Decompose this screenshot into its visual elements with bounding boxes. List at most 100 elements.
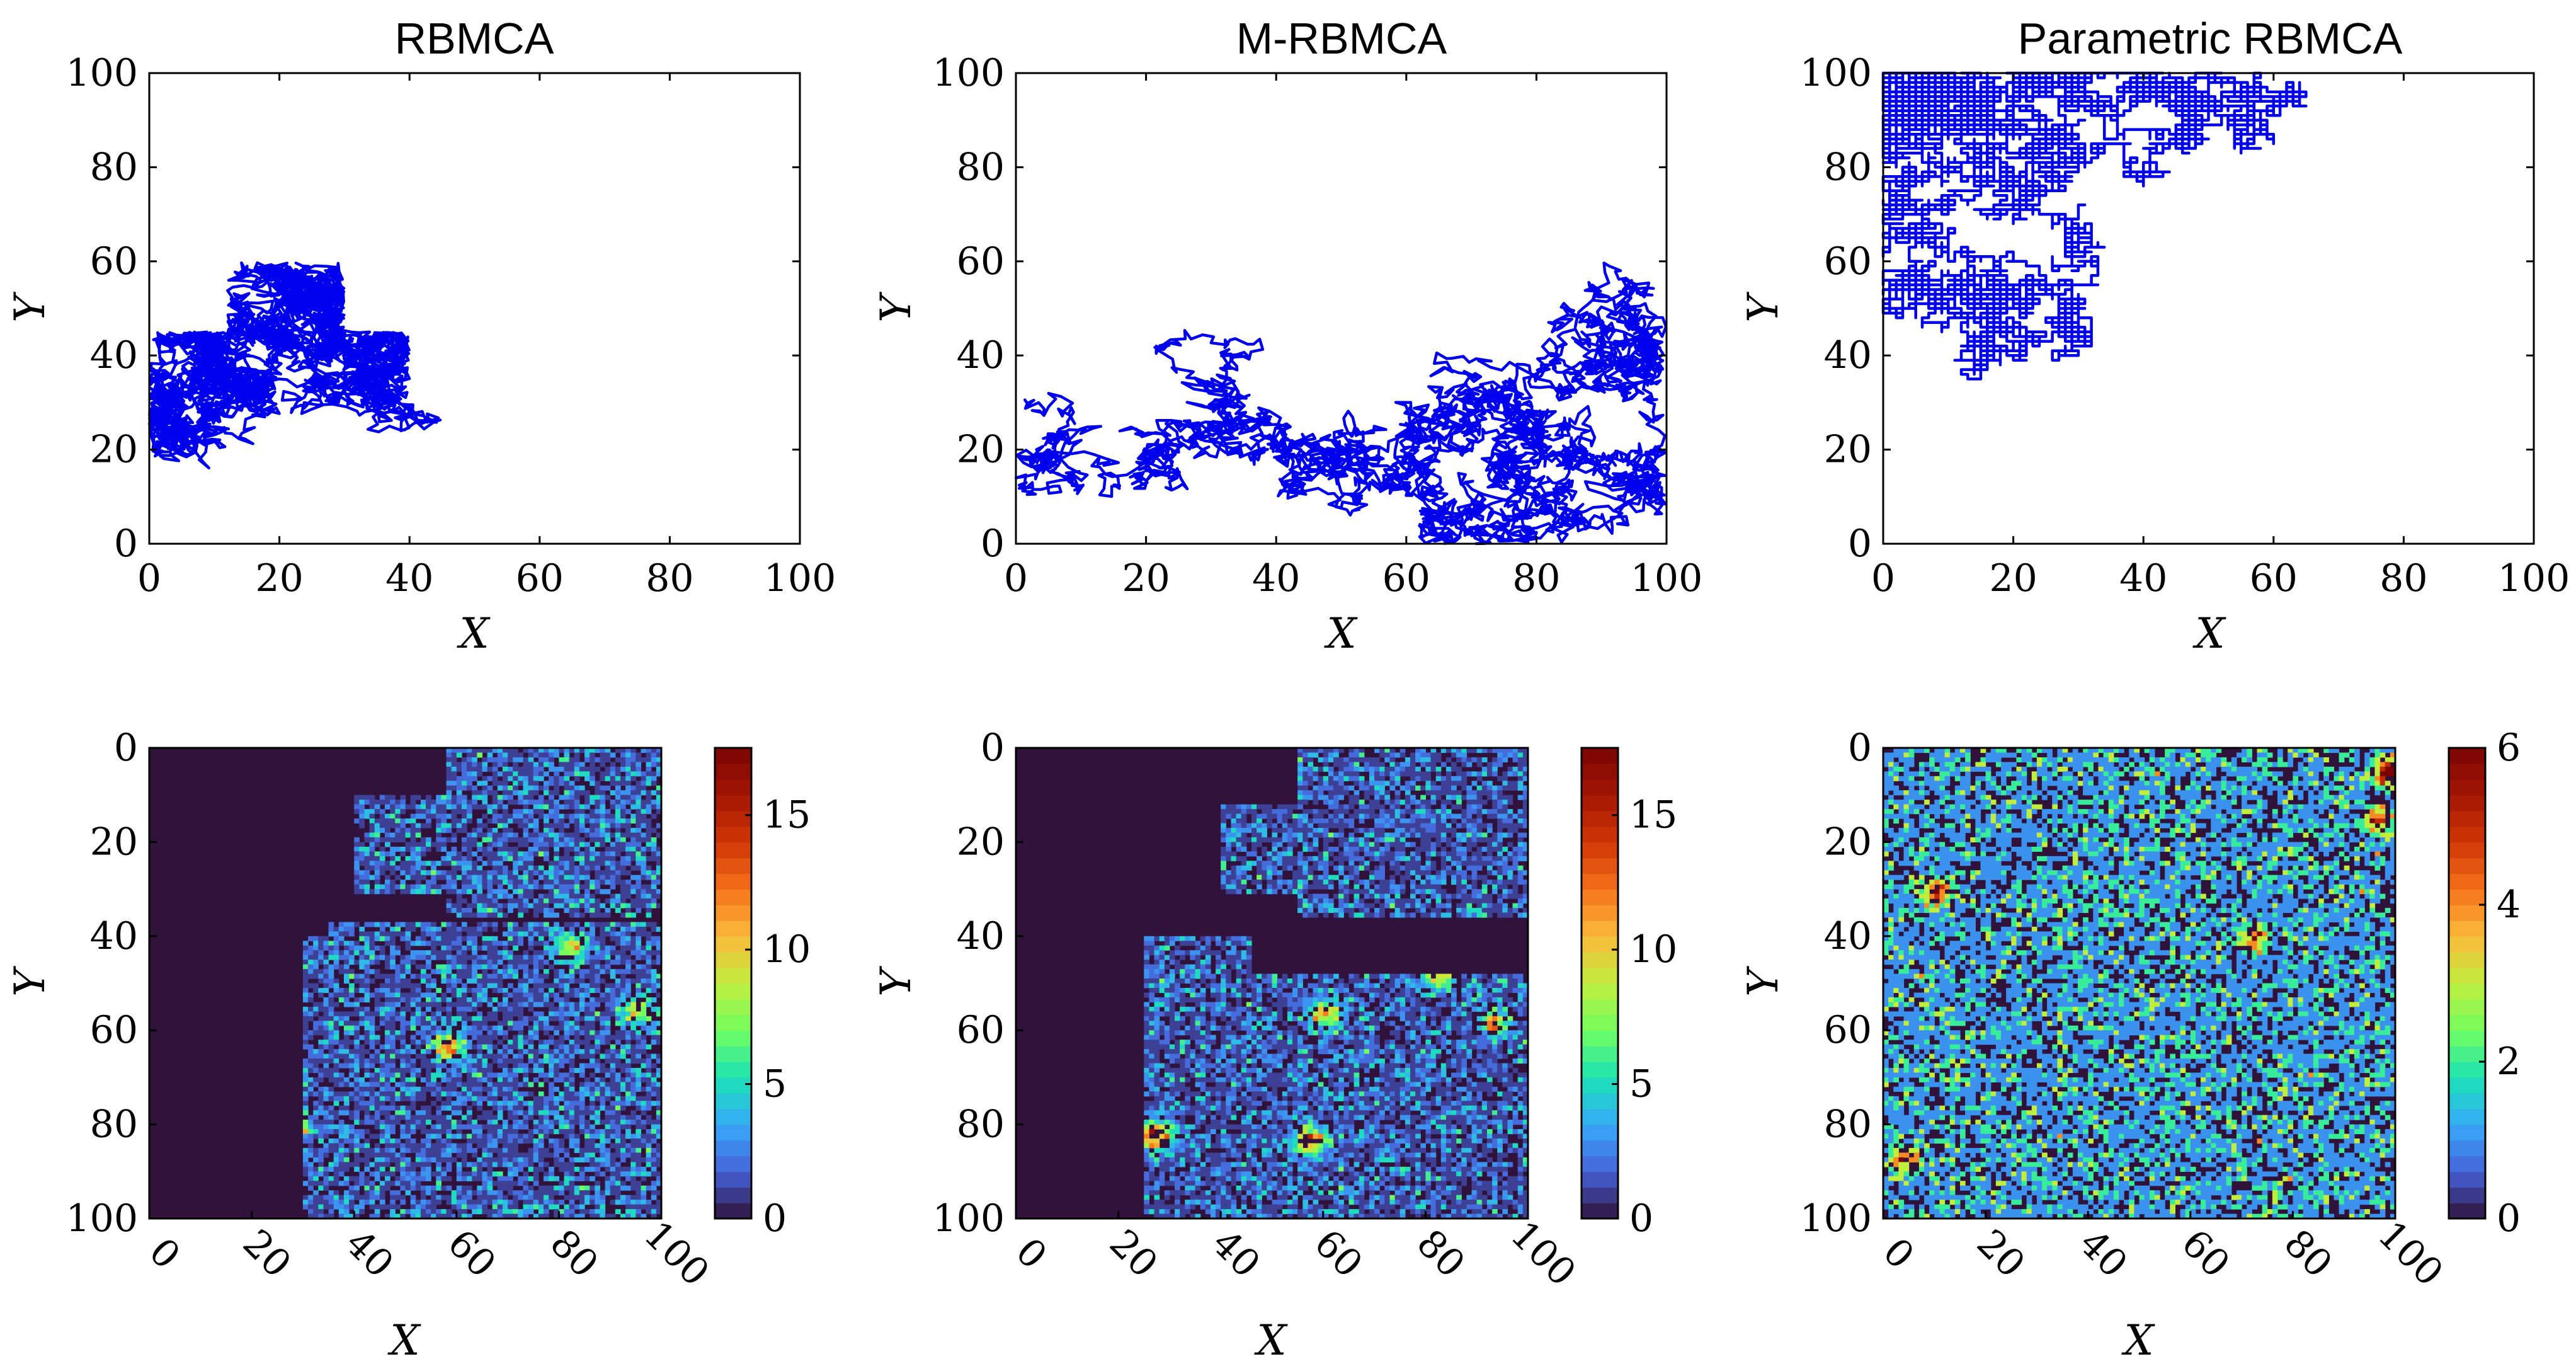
heatmap-cell	[574, 1157, 580, 1162]
heatmap-cell	[646, 997, 652, 1002]
heatmap-cell	[641, 809, 646, 814]
heatmap-cell	[426, 847, 431, 852]
heatmap-cell	[554, 1205, 559, 1210]
heatmap-cell	[349, 1129, 355, 1134]
heatmap-cell	[359, 889, 365, 894]
heatmap-cell	[406, 931, 411, 936]
heatmap-cell	[482, 912, 487, 917]
heatmap-cell	[426, 965, 431, 970]
heatmap-cell	[385, 988, 390, 993]
heatmap-cell	[615, 1054, 621, 1059]
heatmap-cell	[528, 861, 534, 866]
heatmap-cell	[590, 837, 595, 842]
x-tick-label: 20	[1989, 556, 2037, 600]
heatmap-cell	[467, 851, 472, 856]
heatmap-cell	[411, 1120, 416, 1125]
heatmap-cell	[421, 1195, 426, 1200]
heatmap-cell	[431, 1115, 436, 1120]
heatmap-cell	[390, 931, 396, 936]
heatmap-cell	[508, 1152, 513, 1157]
heatmap-cell	[406, 969, 411, 974]
heatmap-cell	[447, 1016, 452, 1021]
heatmap-cell	[344, 1134, 350, 1139]
heatmap-cell	[354, 1058, 360, 1064]
heatmap-cell	[518, 1110, 523, 1115]
heatmap-cell	[559, 1058, 564, 1064]
heatmap-cell	[651, 1152, 657, 1157]
heatmap-cell	[651, 771, 657, 776]
heatmap-cell	[477, 992, 482, 997]
heatmap-cell	[339, 1120, 345, 1125]
heatmap-cell	[503, 965, 508, 970]
heatmap-cell	[503, 1120, 508, 1125]
x-tick-label: 40	[2119, 556, 2167, 600]
heatmap-cell	[605, 1176, 611, 1181]
heatmap-cell	[349, 1186, 355, 1191]
heatmap-cell	[421, 1087, 426, 1092]
heatmap-cell	[431, 941, 436, 946]
heatmap-cell	[610, 984, 616, 989]
heatmap-cell	[641, 1200, 646, 1205]
heatmap-cell	[467, 1120, 472, 1125]
heatmap-cell	[528, 960, 534, 965]
heatmap-cell	[354, 1030, 360, 1035]
heatmap-cell	[364, 1021, 370, 1026]
heatmap-cell	[400, 1030, 406, 1035]
heatmap-cell	[487, 856, 493, 861]
heatmap-cell	[554, 814, 559, 819]
heatmap-cell	[528, 1068, 534, 1073]
heatmap-cell	[349, 1026, 355, 1031]
heatmap-cell	[539, 984, 544, 989]
heatmap-cell	[620, 1115, 626, 1120]
heatmap-cell	[559, 814, 564, 819]
heatmap-cell	[508, 880, 513, 885]
heatmap-cell	[584, 974, 590, 979]
heatmap-cell	[646, 762, 652, 767]
heatmap-cell	[308, 1152, 314, 1157]
heatmap-cell	[329, 1129, 334, 1134]
heatmap-cell	[406, 805, 411, 810]
heatmap-cell	[329, 1011, 334, 1016]
heatmap-cell	[380, 1157, 385, 1162]
heatmap-cell	[323, 1058, 329, 1064]
heatmap-cell	[533, 885, 539, 890]
heatmap-cell	[590, 965, 595, 970]
heatmap-cell	[579, 894, 585, 899]
heatmap-cell	[498, 1139, 503, 1144]
heatmap-cell	[554, 752, 559, 757]
heatmap-cell	[518, 984, 523, 989]
heatmap-cell	[323, 1016, 329, 1021]
heatmap-cell	[559, 1157, 564, 1162]
heatmap-cell	[493, 1190, 498, 1195]
heatmap-cell	[323, 1125, 329, 1130]
heatmap-cell	[615, 1063, 621, 1068]
heatmap-cell	[354, 1195, 360, 1200]
heatmap-cell	[630, 818, 636, 823]
heatmap-cell	[400, 992, 406, 997]
heatmap-cell	[467, 1030, 472, 1035]
heatmap-cell	[503, 955, 508, 960]
heatmap-cell	[477, 1157, 482, 1162]
heatmap-cell	[441, 1054, 447, 1059]
heatmap-cell	[590, 1152, 595, 1157]
heatmap-cell	[447, 1030, 452, 1035]
heatmap-cell	[615, 771, 621, 776]
heatmap-cell	[579, 875, 585, 880]
heatmap-cell	[431, 1091, 436, 1096]
heatmap-cell	[569, 1058, 575, 1064]
heatmap-cell	[395, 1030, 401, 1035]
heatmap-cell	[523, 837, 528, 842]
heatmap-cell	[595, 984, 600, 989]
heatmap-cell	[574, 823, 580, 829]
heatmap-cell	[605, 1096, 611, 1101]
heatmap-cell	[318, 1195, 324, 1200]
heatmap-cell	[323, 1045, 329, 1050]
heatmap-cell	[595, 809, 600, 814]
heatmap-cell	[564, 837, 570, 842]
heatmap-cell	[564, 889, 570, 894]
heatmap-cell	[339, 927, 345, 932]
heatmap-cell	[421, 889, 426, 894]
heatmap-cell	[503, 912, 508, 917]
heatmap-cell	[364, 969, 370, 974]
heatmap-cell	[528, 969, 534, 974]
